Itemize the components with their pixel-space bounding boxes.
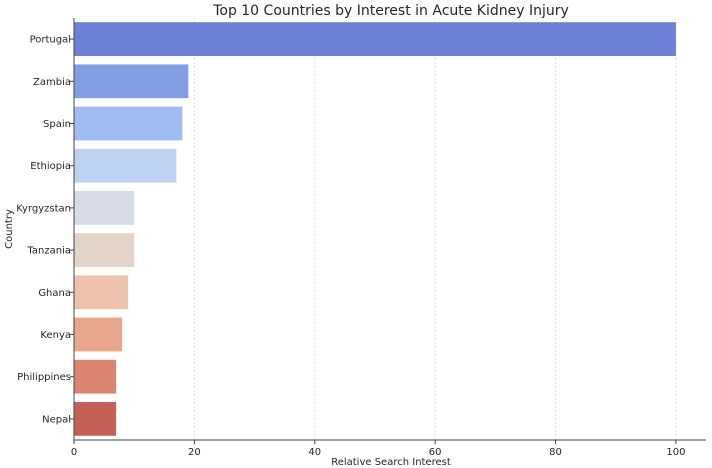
y-tick-labels: Portugal Zambia Spain Ethiopia Kyrgyzstan Tan… — [16, 35, 74, 425]
x-axis-label: Relative Search Interest — [331, 457, 451, 468]
x-tick-labels: 0 20 40 60 80 100 — [71, 440, 685, 458]
bars — [74, 22, 676, 436]
y-tick-label: Ghana — [38, 288, 71, 299]
x-tick-label: 0 — [71, 447, 77, 458]
x-tick-label: 100 — [666, 447, 685, 458]
gridlines — [193, 18, 677, 440]
bar-portugal — [74, 22, 676, 56]
x-tick-label: 20 — [188, 447, 201, 458]
y-tick-label: Spain — [43, 119, 71, 130]
bar-spain — [74, 106, 183, 141]
chart-title: Top 10 Countries by Interest in Acute Ki… — [212, 3, 569, 19]
bar-nepal — [74, 402, 117, 436]
y-tick-label: Nepal — [42, 414, 71, 425]
x-tick-label: 80 — [549, 447, 562, 458]
bar-ethiopia — [74, 148, 177, 183]
y-tick-label: Zambia — [33, 77, 71, 88]
y-tick-label: Kyrgyzstan — [16, 203, 71, 214]
x-tick-label: 60 — [429, 447, 442, 458]
bar-kyrgyzstan — [74, 191, 135, 225]
y-tick-label: Portugal — [30, 35, 71, 46]
x-tick-label: 40 — [308, 447, 321, 458]
bar-tanzania — [74, 233, 135, 267]
y-tick-label: Philippines — [17, 372, 71, 383]
y-tick-label: Ethiopia — [30, 161, 71, 172]
bar-ghana — [74, 275, 129, 310]
y-axis-label: Country — [4, 209, 15, 249]
bar-philippines — [74, 359, 117, 394]
y-tick-label: Tanzania — [26, 246, 71, 257]
bar-kenya — [74, 317, 123, 352]
bar-zambia — [74, 64, 189, 99]
y-tick-label: Kenya — [40, 330, 71, 341]
